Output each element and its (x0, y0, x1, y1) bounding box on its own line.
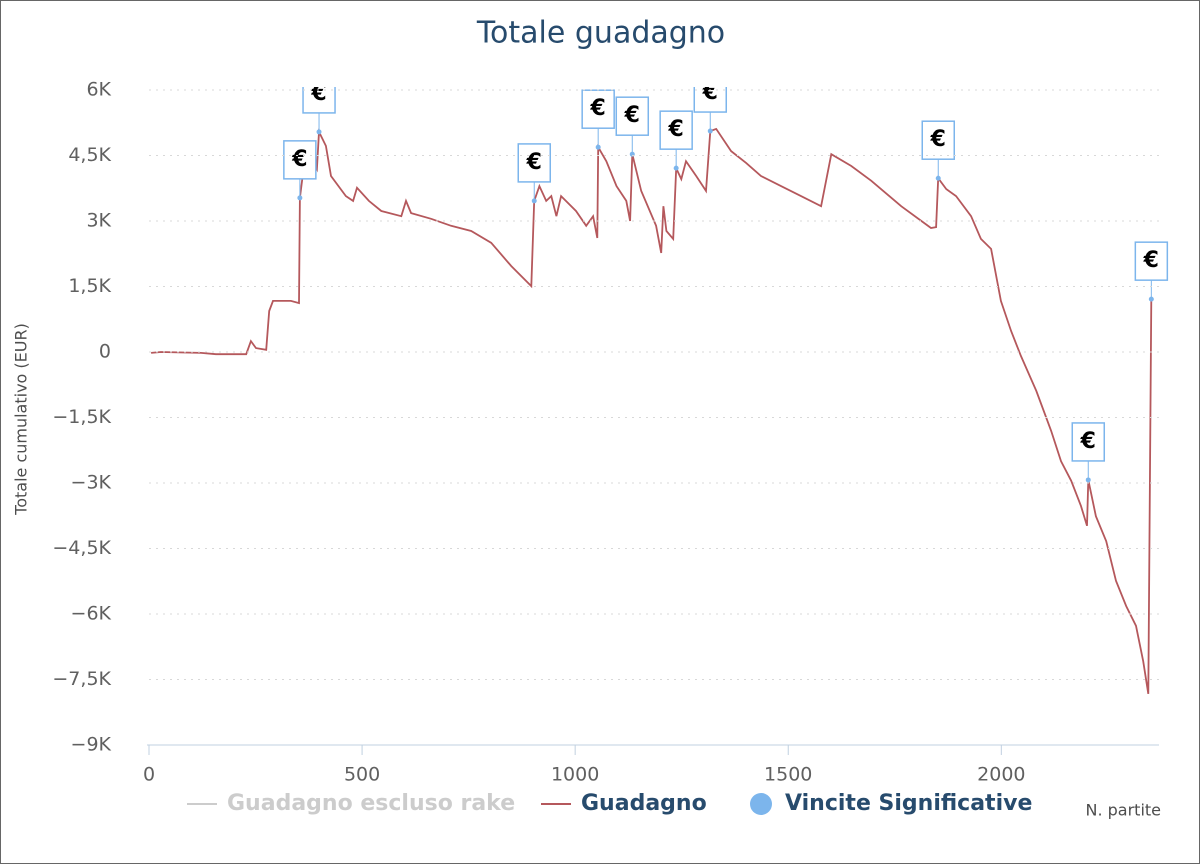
flag-box (693, 87, 728, 113)
data-point (935, 175, 941, 181)
flag-box (581, 89, 615, 129)
data-point (316, 129, 322, 135)
y-tick-label: 1,5K (68, 275, 111, 297)
x-tick-label: 0 (143, 764, 155, 786)
y-tick-label: −9K (71, 734, 112, 756)
flag-box (1134, 241, 1169, 281)
flag-box (283, 140, 317, 180)
flag-box (659, 110, 693, 150)
legend-label[interactable]: Guadagno (581, 791, 707, 816)
flag-label: € (702, 80, 718, 105)
flag-box (615, 96, 650, 136)
x-tick-label: 1000 (551, 764, 599, 786)
flag-box (921, 120, 955, 160)
flag-box (517, 143, 551, 183)
y-tick-label: 6K (86, 79, 111, 101)
flag-label: € (930, 127, 946, 152)
data-point (297, 195, 303, 201)
line-series (151, 127, 1153, 695)
y-tick-label: −3K (71, 472, 112, 494)
x-tick-label: 500 (344, 764, 380, 786)
data-point (531, 198, 537, 204)
chart-title: Totale guadagno (476, 16, 725, 51)
x-tick-label: 2000 (977, 764, 1025, 786)
data-point (1085, 477, 1091, 483)
x-axis-title: N. partite (1085, 801, 1161, 820)
flag-box (1071, 422, 1106, 462)
legend-label[interactable]: Guadagno escluso rake (227, 791, 515, 816)
y-tick-label: 4,5K (68, 144, 111, 166)
plot-area: € € € € € € € € € € (151, 80, 1169, 695)
flag-label: € (1080, 429, 1096, 454)
flag-label: € (310, 81, 326, 106)
data-point (595, 144, 601, 150)
x-tick-label: 1500 (764, 764, 812, 786)
y-tick-label: −6K (71, 603, 112, 625)
y-tick-label: −1,5K (52, 406, 111, 428)
flag-label: € (624, 103, 640, 128)
y-tick-label: −4,5K (52, 537, 111, 559)
flag-label: € (1143, 248, 1159, 273)
y-tick-label: 3K (86, 210, 111, 232)
flag-label: € (590, 96, 606, 121)
data-point (707, 128, 713, 134)
y-tick-label: 0 (99, 341, 111, 363)
data-point (673, 165, 679, 171)
legend-label[interactable]: Vincite Significative (785, 791, 1032, 816)
flag-label: € (526, 150, 542, 175)
flag-label: € (668, 117, 684, 142)
flag-label: € (291, 147, 307, 172)
legend-symbol (750, 793, 772, 815)
y-tick-label: −7,5K (52, 668, 111, 690)
flag-box (302, 87, 336, 114)
y-axis-title: Totale cumulativo (EUR) (12, 323, 31, 516)
data-point (1148, 296, 1154, 302)
